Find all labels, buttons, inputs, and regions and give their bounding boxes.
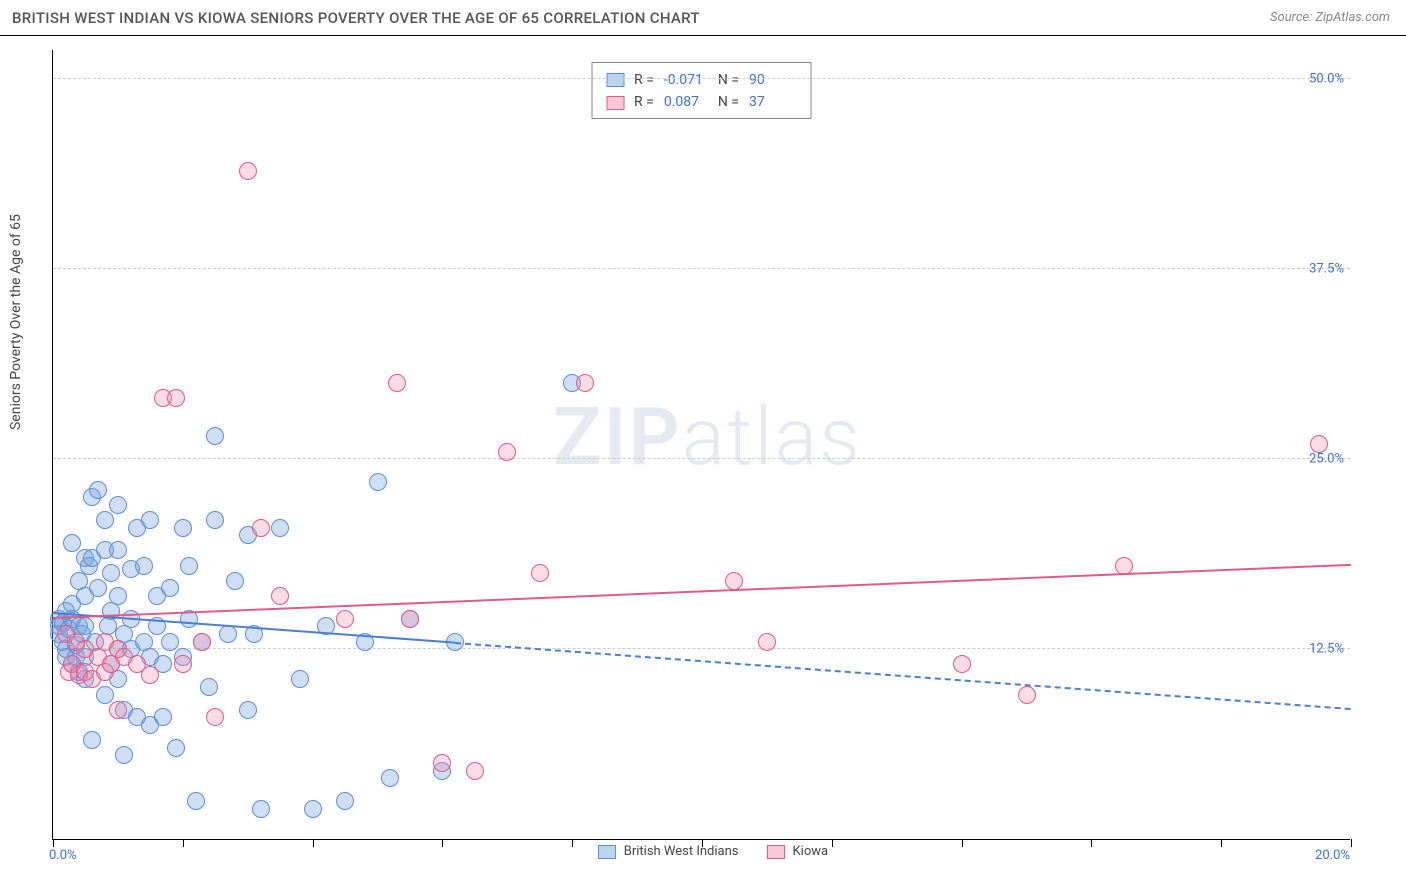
data-point (167, 739, 185, 757)
data-point (219, 625, 237, 643)
data-point (531, 564, 549, 582)
data-point (167, 389, 185, 407)
data-point (109, 587, 127, 605)
data-point (180, 557, 198, 575)
chart-title: BRITISH WEST INDIAN VS KIOWA SENIORS POV… (12, 9, 700, 27)
stats-legend: R = -0.071 N = 90 R = 0.087 N = 37 (591, 62, 812, 119)
data-point (226, 572, 244, 590)
y-tick-label: 12.5% (1309, 642, 1344, 657)
source-label: Source: ZipAtlas.com (1270, 10, 1390, 25)
legend-item-kiowa: Kiowa (767, 844, 829, 859)
data-point (161, 579, 179, 597)
y-tick-label: 25.0% (1309, 452, 1344, 467)
data-point (381, 769, 399, 787)
data-point (135, 557, 153, 575)
x-max-label: 20.0% (1315, 848, 1350, 863)
trend-line-extrapolated (455, 642, 1351, 710)
data-point (206, 511, 224, 529)
data-point (200, 678, 218, 696)
data-point (758, 633, 776, 651)
chart-header: BRITISH WEST INDIAN VS KIOWA SENIORS POV… (0, 0, 1406, 36)
data-point (109, 541, 127, 559)
data-point (109, 701, 127, 719)
data-point (174, 519, 192, 537)
data-point (271, 587, 289, 605)
x-tick (832, 839, 833, 847)
x-tick (442, 839, 443, 847)
scatter-plot: ZIPatlas R = -0.071 N = 90 R = 0.087 N =… (52, 50, 1350, 840)
stats-row-kiowa: R = 0.087 N = 37 (606, 91, 793, 113)
data-point (498, 443, 516, 461)
data-point (89, 579, 107, 597)
data-point (141, 511, 159, 529)
data-point (154, 708, 172, 726)
stats-row-bwi: R = -0.071 N = 90 (606, 69, 793, 91)
data-point (174, 655, 192, 673)
data-point (193, 633, 211, 651)
x-tick (572, 839, 573, 847)
data-point (336, 610, 354, 628)
data-point (336, 792, 354, 810)
watermark: ZIPatlas (553, 390, 862, 484)
gridline (53, 268, 1350, 269)
data-point (725, 572, 743, 590)
trend-line (53, 564, 1351, 619)
x-min-label: 0.0% (49, 848, 77, 863)
data-point (576, 374, 594, 392)
data-point (1018, 686, 1036, 704)
y-tick-label: 50.0% (1309, 72, 1344, 87)
data-point (206, 427, 224, 445)
data-point (102, 564, 120, 582)
data-point (369, 473, 387, 491)
x-tick (53, 839, 54, 847)
data-point (271, 519, 289, 537)
data-point (187, 792, 205, 810)
data-point (63, 534, 81, 552)
data-point (304, 800, 322, 818)
data-point (239, 701, 257, 719)
gridline (53, 458, 1350, 459)
data-point (109, 496, 127, 514)
y-tick-label: 37.5% (1309, 262, 1344, 277)
data-point (206, 708, 224, 726)
data-point (401, 610, 419, 628)
data-point (89, 481, 107, 499)
x-tick (183, 839, 184, 847)
data-point (466, 762, 484, 780)
gridline (53, 648, 1350, 649)
swatch-kiowa (606, 96, 624, 110)
data-point (252, 800, 270, 818)
series-legend: British West Indians Kiowa (598, 844, 828, 859)
x-tick (1091, 839, 1092, 847)
x-tick (1221, 839, 1222, 847)
data-point (115, 746, 133, 764)
gridline (53, 78, 1350, 79)
swatch-kiowa (767, 845, 785, 859)
swatch-bwi (606, 73, 624, 87)
x-tick (1351, 839, 1352, 847)
data-point (141, 666, 159, 684)
legend-item-bwi: British West Indians (598, 844, 739, 859)
data-point (239, 162, 257, 180)
data-point (96, 511, 114, 529)
data-point (96, 686, 114, 704)
data-point (953, 655, 971, 673)
data-point (1310, 435, 1328, 453)
data-point (388, 374, 406, 392)
x-tick (313, 839, 314, 847)
y-axis-label: Seniors Poverty Over the Age of 65 (8, 214, 24, 430)
data-point (161, 633, 179, 651)
data-point (252, 519, 270, 537)
data-point (433, 754, 451, 772)
swatch-bwi (598, 845, 616, 859)
data-point (83, 731, 101, 749)
data-point (291, 670, 309, 688)
x-tick (962, 839, 963, 847)
x-tick (702, 839, 703, 847)
